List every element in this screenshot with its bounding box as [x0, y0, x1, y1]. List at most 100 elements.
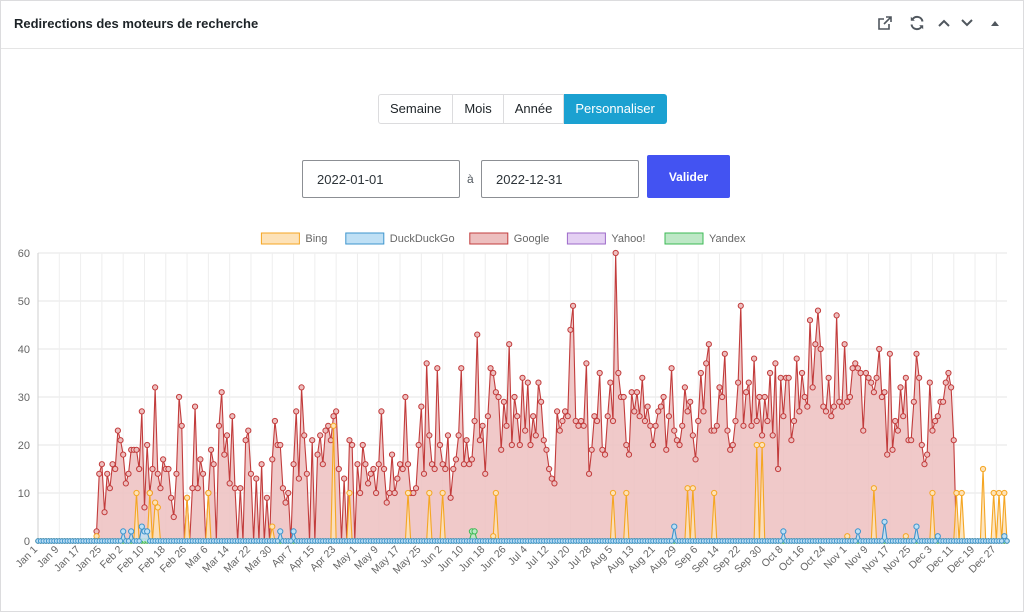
data-point-google: [420, 470, 428, 477]
data-point-duckduckgo: [778, 538, 784, 544]
data-point-google: [484, 413, 491, 420]
data-point-google: [178, 422, 185, 429]
data-point-duckduckgo: [277, 528, 284, 535]
data-point-google: [199, 470, 207, 477]
data-point-google: [713, 422, 720, 429]
data-point-google: [149, 465, 156, 473]
data-point-google: [790, 417, 798, 425]
data-point-google: [532, 432, 539, 439]
data-point-google: [303, 470, 310, 477]
data-point-google: [897, 384, 904, 391]
data-point-google: [916, 374, 923, 381]
data-point-google: [378, 408, 385, 415]
date-separator: à: [467, 172, 474, 186]
data-point-google: [522, 427, 529, 434]
data-point-google: [652, 422, 659, 429]
data-point-google: [322, 427, 329, 434]
series-area-duckduckgo: [38, 521, 1007, 541]
data-point-google: [279, 485, 287, 492]
data-point-duckduckgo: [136, 538, 142, 544]
y-tick-label: 60: [18, 248, 30, 260]
data-point-google: [695, 417, 702, 425]
external-link-icon[interactable]: [874, 12, 896, 34]
data-point-google: [452, 456, 460, 463]
data-point-google: [620, 393, 627, 401]
data-point-google: [527, 441, 534, 449]
data-point-bing: [93, 533, 100, 540]
collapse-arrow-icon[interactable]: [984, 12, 1006, 34]
data-point-google: [463, 437, 470, 444]
data-point-google: [415, 441, 422, 449]
data-point-duckduckgo: [780, 528, 787, 535]
data-point-google: [548, 475, 555, 482]
data-point-google: [460, 461, 468, 468]
data-point-bing: [609, 489, 617, 497]
data-point-google: [862, 369, 870, 377]
data-point-google: [442, 465, 449, 473]
data-point-google: [604, 413, 611, 420]
data-point-google: [679, 422, 686, 429]
data-point-google: [173, 470, 180, 477]
data-point-google: [641, 417, 649, 425]
data-point-bing: [844, 533, 851, 540]
data-point-google: [894, 427, 901, 434]
data-point-google: [644, 403, 651, 410]
data-point-bing: [870, 485, 878, 492]
data-point-google: [833, 312, 840, 319]
data-point-bing: [330, 422, 337, 429]
tab-personnaliser[interactable]: Personnaliser: [564, 94, 667, 124]
data-point-duckduckgo: [144, 528, 151, 535]
data-point-google: [191, 403, 199, 410]
data-point-google: [705, 341, 712, 348]
data-point-duckduckgo: [881, 518, 888, 525]
start-date-input[interactable]: [302, 160, 460, 198]
data-point-google: [136, 465, 143, 473]
data-point-google: [900, 413, 907, 420]
data-point-google: [346, 437, 353, 444]
x-tick-label: Jan 1: [13, 544, 40, 571]
data-point-google: [114, 427, 121, 434]
data-point-bing: [490, 533, 497, 540]
data-point-google: [663, 446, 670, 453]
data-point-google: [846, 393, 854, 401]
data-point-google: [229, 413, 236, 420]
data-point-google: [559, 417, 566, 425]
data-point-google: [226, 480, 233, 487]
legend-swatch-duckduckgo: [345, 232, 385, 245]
data-point-google: [932, 417, 939, 425]
data-point-google: [434, 365, 441, 372]
data-point-google: [727, 446, 734, 453]
chevron-up-icon[interactable]: [933, 12, 955, 34]
data-point-google: [492, 389, 499, 396]
data-point-google: [314, 451, 321, 458]
data-point-google: [865, 374, 872, 381]
data-point-google: [785, 374, 792, 381]
data-point-bing: [753, 441, 760, 449]
data-point-google: [455, 432, 462, 439]
tab-semaine[interactable]: Semaine: [378, 94, 454, 124]
data-point-google: [133, 446, 140, 453]
data-point-google: [910, 398, 917, 405]
data-point-google: [636, 413, 643, 420]
data-point-google: [237, 485, 244, 492]
end-date-input[interactable]: [481, 160, 639, 198]
tab-mois[interactable]: Mois: [453, 94, 504, 124]
data-point-google: [170, 513, 177, 521]
y-tick-label: 0: [24, 536, 30, 548]
refresh-icon[interactable]: [906, 12, 928, 34]
tab-annee[interactable]: Année: [503, 94, 565, 124]
data-point-google: [737, 302, 744, 309]
submit-button[interactable]: Valider: [647, 155, 730, 198]
data-point-google: [940, 398, 947, 405]
data-point-google: [231, 485, 239, 492]
data-point-google: [524, 379, 531, 386]
data-point-google: [945, 369, 952, 377]
data-point-google: [152, 384, 159, 391]
data-point-google: [569, 302, 577, 309]
data-point-google: [583, 360, 590, 367]
data-point-duckduckgo: [671, 523, 678, 530]
chevron-down-icon[interactable]: [956, 12, 978, 34]
data-point-google: [748, 422, 755, 429]
data-point-google: [766, 369, 774, 377]
